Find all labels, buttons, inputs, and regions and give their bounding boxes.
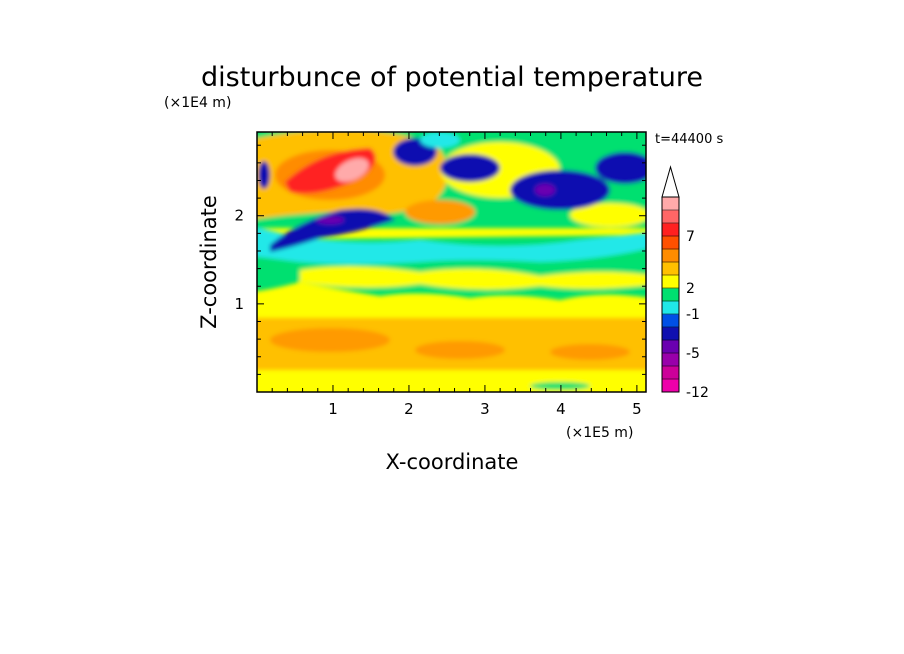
colorbar-label: -12: [686, 385, 709, 401]
patch-purple-left: [316, 216, 344, 224]
colorbar-band: [662, 210, 679, 224]
colorbar-top-arrow: [661, 165, 680, 198]
x-tick-label: 4: [556, 400, 566, 418]
x-tick-label: 2: [404, 400, 414, 418]
colorbar-band: [662, 262, 679, 276]
plot-frame: [256, 131, 647, 393]
colorbar-band: [662, 314, 679, 328]
contour-field: [257, 132, 646, 392]
y-axis: 12: [234, 144, 646, 375]
colorbar-label: -1: [686, 307, 700, 323]
x-tick-label: 1: [328, 400, 338, 418]
colorbar-band: [662, 366, 679, 380]
patch-yellow-far-right: [570, 203, 646, 227]
patch-orange-b: [415, 341, 505, 359]
patch-orange-mid: [405, 200, 475, 224]
colorbar-band: [662, 223, 679, 237]
colorbar-band: [662, 340, 679, 354]
patch-cyan-upper: [420, 132, 460, 148]
y-unit-label: (×1E4 m): [164, 95, 231, 111]
patch-blue-right: [510, 170, 610, 210]
band-yellow-bottom: [257, 372, 646, 392]
patch-green-bottom: [530, 382, 590, 390]
colorbar-label: 7: [686, 229, 695, 245]
patch-orange-c: [550, 344, 630, 360]
patch-blue-far-right: [595, 152, 646, 184]
band-cyan: [257, 227, 646, 264]
band-blue-left: [270, 208, 395, 252]
patch-pink-max: [335, 158, 369, 182]
colorbar-band: [662, 288, 679, 302]
patch-purple-right: [535, 184, 555, 196]
x-tick-label: 5: [632, 400, 642, 418]
x-axis-label: X-coordinate: [386, 450, 519, 474]
x-axis: 1 2 3 4 5: [271, 132, 642, 418]
colorbar-band: [662, 236, 679, 250]
x-tick-label: 3: [480, 400, 490, 418]
chart-title: disturbunce of potential temperature: [201, 62, 703, 93]
patch-blue-top-2: [440, 154, 500, 182]
colorbar-label: 2: [686, 281, 695, 297]
patch-orange-a: [270, 328, 390, 352]
y-tick-label: 2: [234, 207, 244, 225]
y-tick-label: 1: [234, 295, 244, 313]
colorbar-band: [662, 379, 679, 393]
colorbar-band: [662, 301, 679, 315]
patch-blue-edge-left: [258, 161, 270, 189]
band-yellow-ridge: [300, 266, 646, 290]
colorbar-band: [662, 197, 679, 211]
time-label: t=44400 s: [655, 132, 723, 147]
colorbar-label: -5: [686, 346, 700, 362]
x-unit-label: (×1E5 m): [566, 425, 633, 441]
y-axis-label: Z-coordinate: [197, 195, 221, 329]
colorbar-band: [662, 353, 679, 367]
colorbar: -12-5-127: [661, 165, 709, 401]
colorbar-band: [662, 249, 679, 263]
colorbar-band: [662, 275, 679, 289]
colorbar-band: [662, 327, 679, 341]
